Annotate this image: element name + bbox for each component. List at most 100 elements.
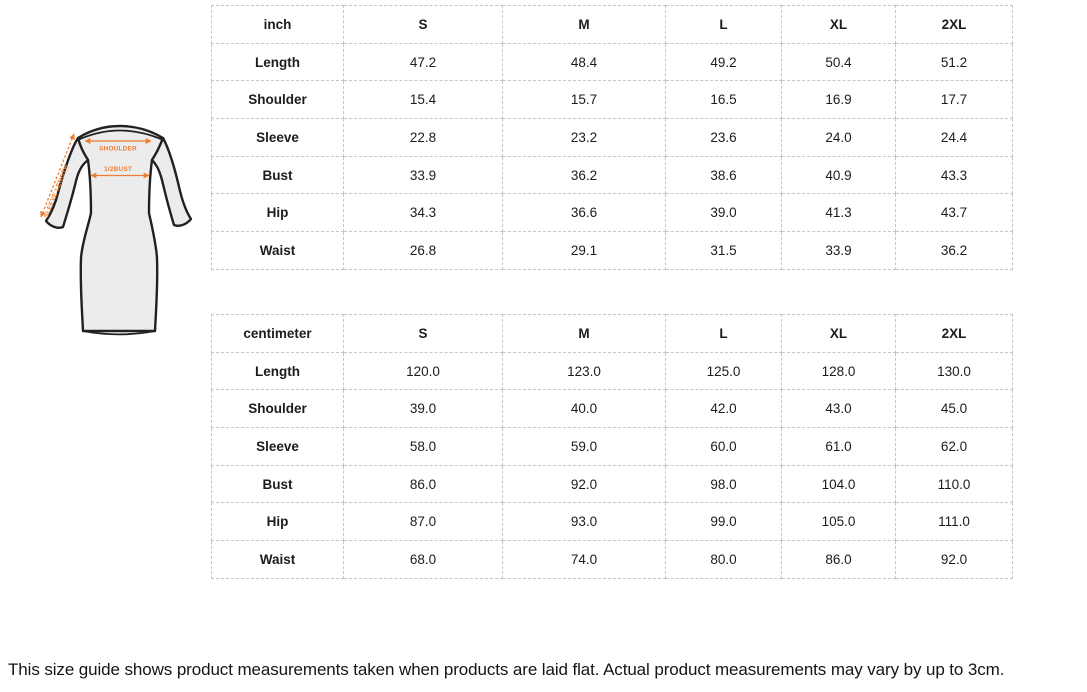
- dress-right-sleeve: [150, 136, 193, 227]
- measurement-value: 99.0: [665, 502, 782, 542]
- measurement-value: 24.4: [895, 118, 1013, 157]
- table-row: Waist 26.8 29.1 31.5 33.9 36.2: [211, 231, 1013, 270]
- table-row: Bust 86.0 92.0 98.0 104.0 110.0: [211, 464, 1013, 504]
- measurement-value: 36.2: [502, 155, 666, 195]
- measurement-value: 36.6: [502, 193, 666, 233]
- measurement-value: 17.7: [895, 80, 1013, 120]
- measurement-value: 105.0: [781, 502, 896, 542]
- measurement-value: 39.0: [665, 193, 782, 233]
- measurement-row-label: Bust: [211, 155, 344, 195]
- measurement-value: 47.2: [343, 42, 503, 82]
- table-row: Length 47.2 48.4 49.2 50.4 51.2: [211, 42, 1013, 82]
- measurement-value: 58.0: [343, 427, 503, 466]
- measurement-value: 33.9: [343, 155, 503, 195]
- bust-label: 1/2BUST: [104, 166, 132, 173]
- measurement-value: 39.0: [343, 389, 503, 429]
- size-column-header: S: [343, 5, 503, 44]
- size-guide-note: This size guide shows product measuremen…: [8, 660, 1005, 679]
- unit-header: centimeter: [211, 314, 344, 353]
- measurement-value: 23.2: [502, 118, 666, 157]
- measurement-value: 86.0: [781, 540, 896, 579]
- measurement-value: 15.7: [502, 80, 666, 120]
- dress-neckline: [79, 129, 162, 140]
- size-column-header: 2XL: [895, 5, 1013, 44]
- measurement-value: 111.0: [895, 502, 1013, 542]
- dress-measurement-diagram: SHOULDER 1/2BUST SLEEVE LENGTH: [40, 124, 193, 336]
- measurement-value: 31.5: [665, 231, 782, 270]
- table-row: Sleeve 58.0 59.0 60.0 61.0 62.0: [211, 427, 1013, 466]
- measurement-row-label: Waist: [211, 540, 344, 579]
- measurement-value: 104.0: [781, 464, 896, 504]
- measurement-value: 86.0: [343, 464, 503, 504]
- measurement-value: 130.0: [895, 351, 1013, 391]
- measurement-value: 26.8: [343, 231, 503, 270]
- measurement-value: 43.3: [895, 155, 1013, 195]
- measurement-row-label: Shoulder: [211, 80, 344, 120]
- table-row: Waist 68.0 74.0 80.0 86.0 92.0: [211, 540, 1013, 579]
- measurement-value: 24.0: [781, 118, 896, 157]
- measurement-value: 87.0: [343, 502, 503, 542]
- measurement-value: 49.2: [665, 42, 782, 82]
- table-row: Hip 87.0 93.0 99.0 105.0 111.0: [211, 502, 1013, 542]
- measurement-row-label: Hip: [211, 502, 344, 542]
- measurement-row-label: Waist: [211, 231, 344, 270]
- measurement-value: 110.0: [895, 464, 1013, 504]
- measurement-value: 93.0: [502, 502, 666, 542]
- measurement-value: 128.0: [781, 351, 896, 391]
- measurement-row-label: Length: [211, 351, 344, 391]
- size-column-header: XL: [781, 5, 896, 44]
- measurement-value: 60.0: [665, 427, 782, 466]
- measurement-value: 16.9: [781, 80, 896, 120]
- size-column-header: L: [665, 314, 782, 353]
- measurement-value: 16.5: [665, 80, 782, 120]
- measurement-row-label: Hip: [211, 193, 344, 233]
- dress-hem-line: [82, 330, 156, 336]
- measurement-value: 36.2: [895, 231, 1013, 270]
- measurement-value: 92.0: [502, 464, 666, 504]
- measurement-value: 92.0: [895, 540, 1013, 579]
- measurement-value: 61.0: [781, 427, 896, 466]
- size-column-header: 2XL: [895, 314, 1013, 353]
- measurement-value: 15.4: [343, 80, 503, 120]
- table-row: Shoulder 39.0 40.0 42.0 43.0 45.0: [211, 389, 1013, 429]
- measurement-row-label: Shoulder: [211, 389, 344, 429]
- measurement-row-label: Bust: [211, 464, 344, 504]
- measurement-value: 59.0: [502, 427, 666, 466]
- measurement-value: 50.4: [781, 42, 896, 82]
- measurement-value: 29.1: [502, 231, 666, 270]
- measurement-value: 125.0: [665, 351, 782, 391]
- measurement-value: 80.0: [665, 540, 782, 579]
- measurement-value: 43.0: [781, 389, 896, 429]
- sleeve-length-arrow-icon: [40, 133, 75, 218]
- dress-body-shape: [76, 124, 165, 333]
- measurement-value: 22.8: [343, 118, 503, 157]
- measurement-value: 40.0: [502, 389, 666, 429]
- measurement-value: 23.6: [665, 118, 782, 157]
- size-column-header: M: [502, 5, 666, 44]
- measurement-value: 123.0: [502, 351, 666, 391]
- measurement-value: 74.0: [502, 540, 666, 579]
- table-row: Shoulder 15.4 15.7 16.5 16.9 17.7: [211, 80, 1013, 120]
- table-row: centimeter S M L XL 2XL: [211, 314, 1013, 353]
- dress-outline-illustration: [44, 124, 193, 336]
- measurement-value: 33.9: [781, 231, 896, 270]
- size-column-header: L: [665, 5, 782, 44]
- measurement-value: 120.0: [343, 351, 503, 391]
- measurement-value: 34.3: [343, 193, 503, 233]
- measurement-value: 45.0: [895, 389, 1013, 429]
- measurement-value: 98.0: [665, 464, 782, 504]
- measurement-value: 38.6: [665, 155, 782, 195]
- size-column-header: M: [502, 314, 666, 353]
- measurement-value: 48.4: [502, 42, 666, 82]
- measurement-value: 43.7: [895, 193, 1013, 233]
- measurement-value: 68.0: [343, 540, 503, 579]
- size-column-header: XL: [781, 314, 896, 353]
- size-column-header: S: [343, 314, 503, 353]
- measurement-value: 62.0: [895, 427, 1013, 466]
- measurement-row-label: Sleeve: [211, 118, 344, 157]
- size-table-centimeter: centimeter S M L XL 2XL Length 120.0 123.0 125.0 1…: [211, 314, 1013, 579]
- size-table-inch: inch S M L XL 2XL Length 47.2 48.4 49.2 50.4 51.2 Sh…: [211, 5, 1013, 270]
- measurement-value: 40.9: [781, 155, 896, 195]
- measurement-value: 51.2: [895, 42, 1013, 82]
